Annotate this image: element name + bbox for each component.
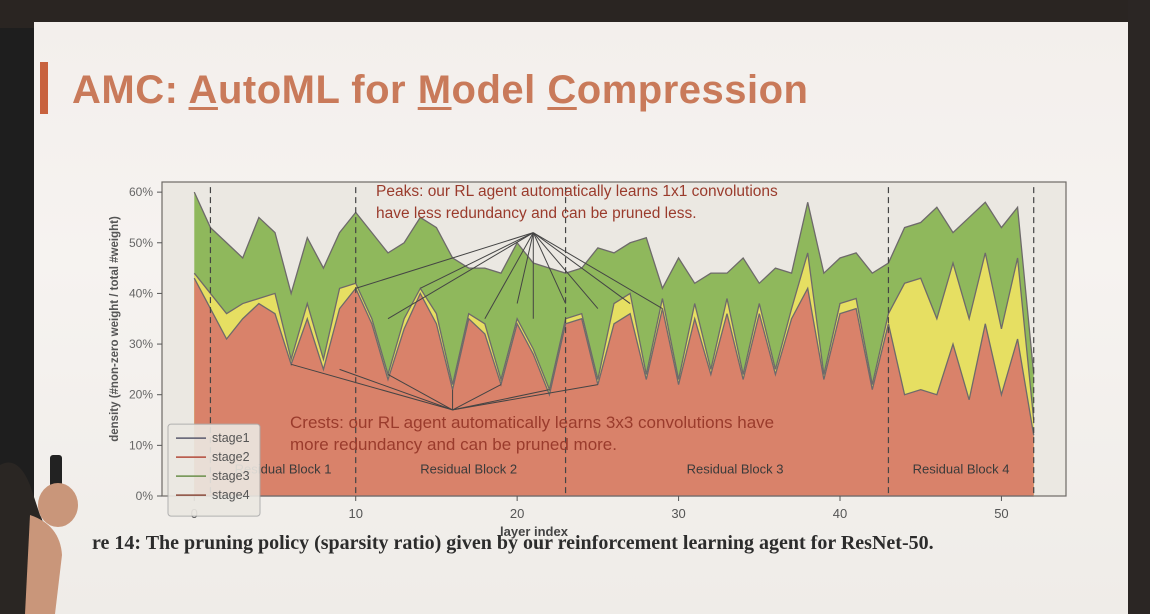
- x-tick-label: 10: [348, 506, 362, 521]
- peaks-arrow: [484, 232, 534, 319]
- presenter-silhouette: [0, 455, 78, 614]
- y-tick-label: 30%: [129, 337, 153, 351]
- room-background-right: [1128, 0, 1150, 614]
- crests-annotation-text: Crests: our RL agent automatically learn…: [290, 413, 774, 432]
- crests-arrow: [291, 363, 453, 411]
- title-text: odel: [451, 68, 548, 112]
- peaks-arrow: [420, 232, 534, 289]
- line-stage3: [193, 252, 1035, 421]
- legend-label: stage4: [212, 488, 250, 502]
- crests-arrow: [387, 374, 453, 411]
- peaks-arrow: [355, 232, 534, 289]
- crests-arrow: [339, 368, 453, 411]
- title-underlined-letter: C: [547, 68, 577, 112]
- x-tick-label: 30: [671, 506, 685, 521]
- peaks-arrow: [387, 232, 534, 320]
- line-stage2: [193, 277, 1035, 436]
- x-axis-label: layer index: [500, 524, 569, 539]
- block-label: Residual Block 2: [420, 462, 517, 477]
- title-text: ompression: [576, 68, 809, 112]
- crests-arrow: [452, 384, 502, 411]
- title-text: AMC:: [72, 68, 189, 112]
- x-tick-label: 40: [833, 506, 847, 521]
- legend-label: stage3: [212, 469, 250, 483]
- block-label: Residual Block 3: [687, 462, 784, 477]
- crests-arrow: [452, 389, 550, 411]
- block-label: Residual Block 4: [913, 462, 1010, 477]
- title-underlined-letter: M: [417, 68, 452, 112]
- y-axis-label: density (#non-zero weight / total #weigh…: [109, 216, 121, 442]
- peaks-arrow: [532, 232, 567, 304]
- line-stage4: [193, 191, 1035, 375]
- legend-box: [167, 423, 261, 517]
- y-tick-label: 10%: [129, 438, 153, 452]
- crests-annotation-text: more redundancy and can be pruned more.: [290, 435, 617, 454]
- area-stage2: [194, 278, 1034, 496]
- peaks-arrow: [516, 232, 534, 304]
- legend-label: stage2: [212, 450, 250, 464]
- x-tick-label: 50: [994, 506, 1008, 521]
- peaks-arrow: [532, 232, 599, 309]
- peaks-annotation-text: have less redundancy and can be pruned l…: [376, 205, 697, 222]
- peaks-arrow: [532, 232, 631, 304]
- legend-label: stage1: [212, 431, 250, 445]
- y-tick-label: 40%: [129, 286, 153, 300]
- peaks-arrow: [533, 232, 663, 310]
- crests-arrow: [452, 384, 598, 411]
- y-tick-label: 60%: [129, 185, 153, 199]
- slide-title: AMC: AutoML for Model Compression: [72, 68, 808, 113]
- peaks-annotation-text: Peaks: our RL agent automatically learns…: [376, 183, 778, 200]
- title-underlined-letter: A: [188, 68, 218, 112]
- y-tick-label: 50%: [129, 236, 153, 250]
- x-tick-label: 20: [510, 506, 524, 521]
- title-text: utoML for: [217, 68, 418, 112]
- y-tick-label: 20%: [129, 388, 153, 402]
- y-tick-label: 0%: [136, 489, 154, 503]
- figure-caption: re 14: The pruning policy (sparsity rati…: [92, 532, 934, 554]
- title-accent-bar: [40, 62, 48, 114]
